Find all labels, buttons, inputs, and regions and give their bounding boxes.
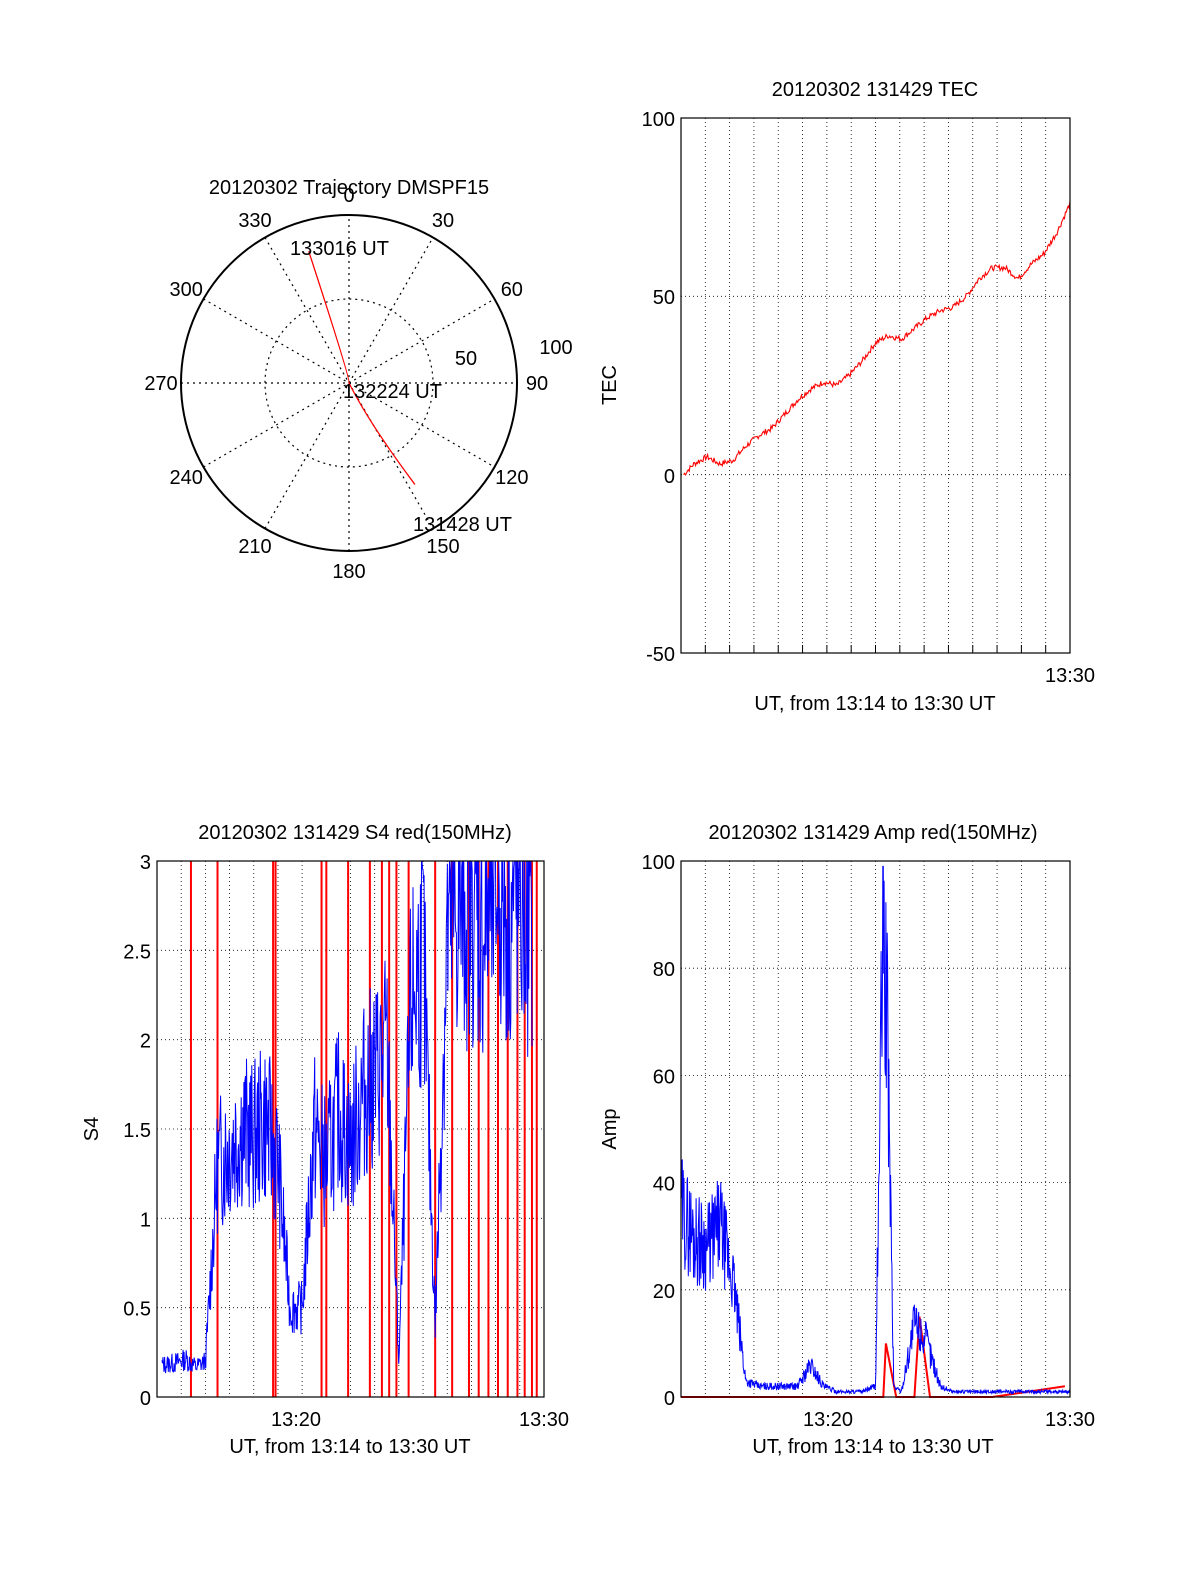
polar-azimuth-label: 300	[169, 279, 202, 301]
polar-azimuth-label: 120	[495, 467, 528, 489]
tec-ytick-neg50: -50	[646, 644, 675, 666]
s4-ytick: 2	[140, 1031, 151, 1053]
tec-panel: 20120302 131429 TEC 100 50 0 -50 13:30 T…	[599, 79, 1095, 715]
amp-ytick: 100	[642, 852, 675, 874]
polar-azimuth-label: 330	[238, 210, 271, 232]
s4-ylabel: S4	[81, 1117, 103, 1141]
tec-title: 20120302 131429 TEC	[772, 79, 978, 101]
tec-xlabel: UT, from 13:14 to 13:30 UT	[754, 693, 995, 715]
amp-grid	[681, 861, 1070, 1397]
amp-ytick: 60	[653, 1066, 675, 1088]
tec-ytick-0: 0	[664, 466, 675, 488]
s4-title: 20120302 131429 S4 red(150MHz)	[198, 822, 512, 844]
polar-trajectory-panel: 20120302 Trajectory DMSPF15 0 30 60 90 120 15…	[144, 177, 572, 583]
polar-azimuth-labels: 0 30 60 90 120 150 180 210 240 270 300 330	[144, 185, 548, 583]
s4-ytick: 2.5	[123, 941, 151, 963]
amp-xlabel: UT, from 13:14 to 13:30 UT	[752, 1436, 993, 1458]
polar-azimuth-label: 0	[343, 185, 354, 207]
tec-series	[683, 200, 1071, 476]
s4-ytick: 0.5	[123, 1299, 151, 1321]
amp-ytick: 0	[664, 1388, 675, 1410]
polar-azimuth-label: 180	[332, 561, 365, 583]
trajectory-line	[308, 251, 416, 485]
s4-xtick-1320: 13:20	[271, 1409, 321, 1431]
s4-ytick: 0	[140, 1388, 151, 1410]
amp-title: 20120302 131429 Amp red(150MHz)	[708, 822, 1037, 844]
s4-yticks: 3 2.5 2 1.5 1 0.5 0	[123, 852, 151, 1410]
amp-ytick: 80	[653, 959, 675, 981]
amp-blue-line	[680, 865, 1071, 1396]
tec-ytick-100: 100	[642, 109, 675, 131]
amp-xtick-1320: 13:20	[803, 1409, 853, 1431]
s4-blue-line	[161, 860, 533, 1374]
s4-frame	[156, 860, 545, 1398]
s4-ytick: 1	[140, 1209, 151, 1231]
trajectory-label-start: 131428 UT	[413, 514, 512, 536]
tec-ytick-50: 50	[653, 287, 675, 309]
amp-ytick: 20	[653, 1281, 675, 1303]
amp-panel: 20120302 131429 Amp red(150MHz) 100 80 60 4…	[599, 822, 1095, 1458]
polar-azimuth-label: 60	[501, 279, 523, 301]
polar-radial-tick-100: 100	[539, 337, 572, 359]
amp-ytick: 40	[653, 1174, 675, 1196]
polar-azimuth-label: 30	[432, 210, 454, 232]
amp-ylabel: Amp	[599, 1108, 621, 1149]
amp-xtick-1330: 13:30	[1045, 1409, 1095, 1431]
amp-frame	[680, 860, 1071, 1398]
trajectory-path	[308, 251, 416, 485]
polar-azimuth-label: 150	[426, 536, 459, 558]
s4-series	[161, 860, 538, 1397]
polar-azimuth-label: 210	[238, 536, 271, 558]
s4-xlabel: UT, from 13:14 to 13:30 UT	[229, 1436, 470, 1458]
tec-frame	[680, 117, 1071, 654]
amp-yticks: 100 80 60 40 20 0	[642, 852, 675, 1410]
tec-ylabel: TEC	[599, 365, 621, 405]
polar-azimuth-label: 270	[144, 373, 177, 395]
tec-line	[683, 200, 1071, 476]
polar-azimuth-label: 90	[526, 373, 548, 395]
trajectory-label-end: 133016 UT	[290, 238, 389, 260]
s4-ytick: 1.5	[123, 1120, 151, 1142]
s4-panel: 20120302 131429 S4 red(150MHz) 3 2.5 2 1.5 1…	[81, 822, 569, 1458]
s4-xtick-1330: 13:30	[519, 1409, 569, 1431]
trajectory-label-mid: 132224 UT	[343, 381, 442, 403]
s4-ytick: 3	[140, 852, 151, 874]
polar-radial-tick-50: 50	[455, 348, 477, 370]
tec-xtick-1330: 13:30	[1045, 665, 1095, 687]
polar-azimuth-label: 240	[169, 467, 202, 489]
polar-title: 20120302 Trajectory DMSPF15	[209, 177, 489, 199]
tec-grid	[681, 118, 1070, 653]
